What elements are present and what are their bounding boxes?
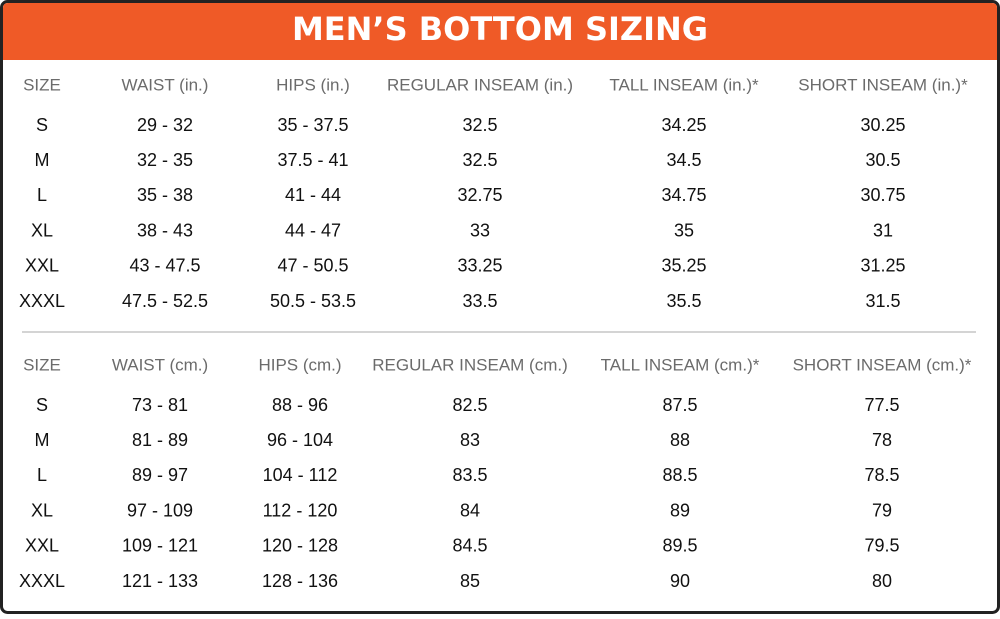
column-header: TALL INSEAM (in.)* [609,75,759,94]
table-cell: XXXL [19,291,65,311]
table-cell: 104 - 112 [263,465,338,485]
table-cell: 83 [460,430,480,450]
table-cell: L [37,465,47,485]
table-cell: 73 - 81 [132,395,188,415]
table-cell: 32.5 [462,115,497,135]
table-cell: 120 - 128 [262,536,338,556]
table-cell: 90 [670,571,690,591]
title-bar [3,3,997,60]
table-cell: 96 - 104 [267,430,333,450]
table-cell: 89 [670,500,690,520]
table-cell: 35 - 38 [137,185,193,205]
table-cell: 97 - 109 [127,500,193,520]
table-cell: 35.5 [666,291,701,311]
table-cell: 77.5 [864,395,899,415]
table-cell: M [35,430,50,450]
table-cell: 35.25 [661,256,706,276]
table-cell: 37.5 - 41 [277,150,348,170]
column-header: HIPS (in.) [276,75,350,94]
table-cell: 32 - 35 [137,150,193,170]
table-cell: M [35,150,50,170]
table-cell: 38 - 43 [137,220,193,240]
table-cell: 32.5 [462,150,497,170]
table-cell: 78 [872,430,892,450]
table-cell: 109 - 121 [122,536,198,556]
table-cell: 50.5 - 53.5 [270,291,356,311]
column-header: SIZE [23,355,61,374]
column-header: REGULAR INSEAM (cm.) [372,355,568,374]
table-cell: 79.5 [864,536,899,556]
table-cell: 29 - 32 [137,115,193,135]
table-cell: 85 [460,571,480,591]
table-cell: 34.75 [661,185,706,205]
table-cell: XXXL [19,571,65,591]
table-cell: L [37,185,47,205]
table-cell: 84 [460,500,480,520]
table-cell: 112 - 120 [263,500,338,520]
table-cell: S [36,395,48,415]
table-cell: 30.5 [865,150,900,170]
title: MEN’S BOTTOM SIZING [292,10,708,48]
table-cell: 80 [872,571,892,591]
table-cell: 44 - 47 [285,220,341,240]
table-cell: 30.25 [860,115,905,135]
table-cell: XL [31,500,53,520]
table-cell: 33.5 [462,291,497,311]
table-cell: 82.5 [452,395,487,415]
column-header: SIZE [23,75,61,94]
table-cell: 35 [674,220,694,240]
table-cell: 31.25 [860,256,905,276]
table-cell: S [36,115,48,135]
table-cell: 41 - 44 [285,185,341,205]
table-cell: 47.5 - 52.5 [122,291,208,311]
column-header: WAIST (cm.) [112,355,208,374]
table-cell: 121 - 133 [122,571,198,591]
table-cell: 47 - 50.5 [277,256,348,276]
table-cell: 83.5 [452,465,487,485]
table-cell: 89.5 [662,536,697,556]
column-header: SHORT INSEAM (in.)* [798,75,968,94]
table-cell: 33 [470,220,490,240]
table-cell: 33.25 [457,256,502,276]
column-header: SHORT INSEAM (cm.)* [793,355,972,374]
table-cell: 78.5 [864,465,899,485]
table-cell: 79 [872,500,892,520]
table-cell: 89 - 97 [132,465,188,485]
table-cell: 88.5 [662,465,697,485]
table-cell: 88 - 96 [272,395,328,415]
column-header: REGULAR INSEAM (in.) [387,75,573,94]
table-cell: 31 [873,220,893,240]
table-cell: 34.5 [666,150,701,170]
column-header: HIPS (cm.) [258,355,341,374]
table-cell: 128 - 136 [262,571,338,591]
table-cell: 31.5 [865,291,900,311]
table-cell: 30.75 [860,185,905,205]
column-header: TALL INSEAM (cm.)* [601,355,760,374]
column-header: WAIST (in.) [122,75,209,94]
table-cell: 87.5 [662,395,697,415]
table-cell: 81 - 89 [132,430,188,450]
table-cell: 34.25 [661,115,706,135]
table-cell: 35 - 37.5 [277,115,348,135]
table-cell: XL [31,220,53,240]
table-cell: XXL [25,536,59,556]
table-cell: 84.5 [452,536,487,556]
table-cell: 43 - 47.5 [129,256,200,276]
table-cell: XXL [25,256,59,276]
table-cell: 32.75 [457,185,502,205]
table-cell: 88 [670,430,690,450]
